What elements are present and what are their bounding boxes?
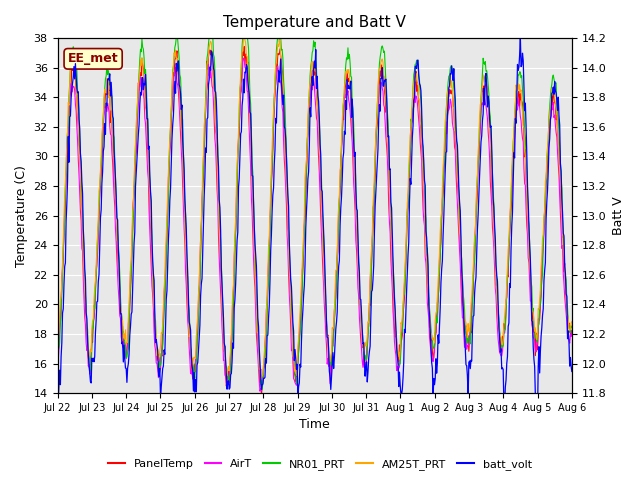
NR01_PRT [116,271,124,276]
AM25T_PRT [241,30,248,36]
AirT [394,363,401,369]
batt_volt [516,34,524,39]
batt_volt [63,201,70,207]
Text: EE_met: EE_met [68,52,118,65]
PanelTemp [54,353,61,359]
NR01_PRT [168,90,176,96]
Legend: PanelTemp, AirT, NR01_PRT, AM25T_PRT, batt_volt: PanelTemp, AirT, NR01_PRT, AM25T_PRT, ba… [104,455,536,474]
NR01_PRT [54,355,61,360]
batt_volt [168,136,176,142]
AirT [256,388,264,394]
Line: AirT: AirT [58,58,572,391]
PanelTemp [568,328,576,334]
Y-axis label: Batt V: Batt V [612,196,625,235]
Line: NR01_PRT: NR01_PRT [58,18,572,390]
AirT [195,284,203,289]
PanelTemp [257,394,265,399]
AirT [116,312,124,318]
NR01_PRT [378,43,386,49]
PanelTemp [394,355,401,360]
PanelTemp [378,68,386,74]
AirT [63,161,70,167]
AM25T_PRT [195,282,203,288]
batt_volt [534,410,541,416]
AirT [239,55,247,61]
NR01_PRT [568,324,576,330]
PanelTemp [63,168,70,174]
PanelTemp [241,44,248,49]
AM25T_PRT [63,141,70,146]
batt_volt [568,369,576,374]
batt_volt [116,285,124,291]
NR01_PRT [242,15,250,21]
NR01_PRT [394,352,401,358]
NR01_PRT [259,387,266,393]
AM25T_PRT [54,351,61,357]
Title: Temperature and Batt V: Temperature and Batt V [223,15,406,30]
batt_volt [195,336,203,342]
PanelTemp [195,290,203,296]
NR01_PRT [195,286,203,291]
AM25T_PRT [116,294,124,300]
AM25T_PRT [168,85,176,91]
AM25T_PRT [568,319,576,324]
AirT [378,86,386,92]
AirT [168,91,176,97]
PanelTemp [168,107,176,112]
AirT [54,357,61,362]
AirT [568,328,576,334]
AM25T_PRT [378,56,386,62]
AM25T_PRT [394,344,401,349]
AM25T_PRT [257,375,264,381]
NR01_PRT [63,140,70,145]
batt_volt [392,325,400,331]
X-axis label: Time: Time [300,419,330,432]
Line: AM25T_PRT: AM25T_PRT [58,33,572,378]
batt_volt [377,75,385,81]
Y-axis label: Temperature (C): Temperature (C) [15,165,28,266]
Line: PanelTemp: PanelTemp [58,47,572,396]
PanelTemp [116,288,124,294]
batt_volt [54,399,61,405]
Line: batt_volt: batt_volt [58,36,572,413]
